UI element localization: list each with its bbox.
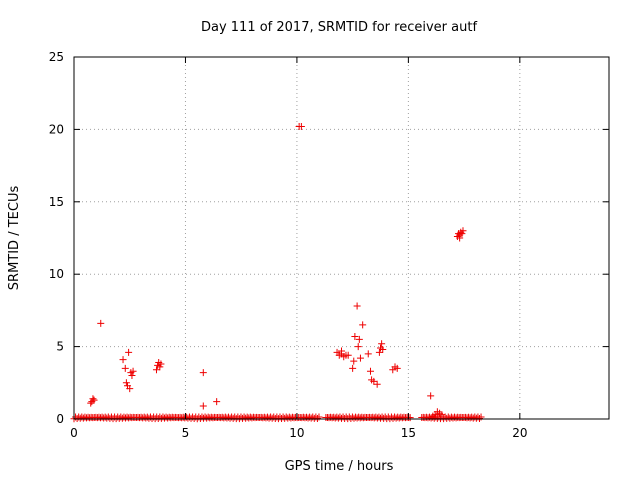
y-tick-label: 25 bbox=[49, 50, 64, 64]
grid bbox=[74, 57, 609, 419]
x-tick-label: 20 bbox=[512, 426, 527, 440]
data-point bbox=[344, 351, 352, 359]
data-point bbox=[156, 363, 164, 371]
data-point bbox=[349, 364, 357, 372]
y-tick-label: 10 bbox=[49, 267, 64, 281]
data-point bbox=[379, 345, 387, 353]
y-tick-label: 15 bbox=[49, 195, 64, 209]
baseline-point bbox=[406, 414, 414, 422]
data-point bbox=[126, 385, 134, 393]
data-point bbox=[128, 372, 136, 380]
data-point bbox=[129, 367, 137, 375]
data-point bbox=[355, 335, 363, 343]
data-point bbox=[199, 402, 207, 410]
x-axis-label: GPS time / hours bbox=[285, 459, 394, 474]
data-point bbox=[438, 411, 446, 419]
data-point bbox=[458, 230, 466, 238]
data-point bbox=[378, 340, 386, 348]
data-point bbox=[364, 350, 372, 358]
data-point bbox=[119, 356, 127, 364]
chart-title: Day 111 of 2017, SRMTID for receiver aut… bbox=[201, 20, 477, 35]
x-tick-label: 5 bbox=[182, 426, 190, 440]
baseline-point bbox=[475, 414, 483, 422]
data-point bbox=[199, 369, 207, 377]
data-point bbox=[121, 364, 129, 372]
y-tick-label: 20 bbox=[49, 122, 64, 136]
x-tick-label: 10 bbox=[289, 426, 304, 440]
data-point bbox=[354, 343, 362, 351]
data-point bbox=[351, 332, 359, 340]
data-point bbox=[87, 399, 95, 407]
axis-ticks: 0 5 10 15 20 0 5 10 15 20 25 bbox=[49, 50, 609, 440]
data-point bbox=[125, 348, 133, 356]
data-point bbox=[97, 319, 105, 327]
data-point bbox=[353, 302, 361, 310]
data-point bbox=[89, 395, 97, 403]
data-point bbox=[393, 364, 401, 372]
data-point bbox=[370, 377, 378, 385]
data-point bbox=[122, 379, 130, 387]
data-point bbox=[359, 321, 367, 329]
data-point bbox=[456, 234, 464, 242]
data-point bbox=[157, 360, 165, 368]
data-point bbox=[366, 367, 374, 375]
data-point bbox=[373, 380, 381, 388]
data-point bbox=[213, 398, 221, 406]
y-tick-label: 0 bbox=[56, 412, 64, 426]
data-point bbox=[90, 396, 98, 404]
data-point bbox=[427, 392, 435, 400]
data-point bbox=[338, 347, 345, 355]
data-point bbox=[459, 227, 467, 235]
x-tick-label: 0 bbox=[70, 426, 78, 440]
y-tick-label: 5 bbox=[56, 340, 64, 354]
y-axis-label: SRMTID / TECUs bbox=[7, 186, 22, 291]
x-tick-label: 15 bbox=[401, 426, 416, 440]
data-point bbox=[356, 354, 364, 362]
data-point bbox=[350, 357, 358, 365]
data-point bbox=[152, 366, 160, 374]
data-point bbox=[375, 348, 383, 356]
plot-frame bbox=[73, 56, 610, 420]
data-point bbox=[297, 123, 305, 131]
